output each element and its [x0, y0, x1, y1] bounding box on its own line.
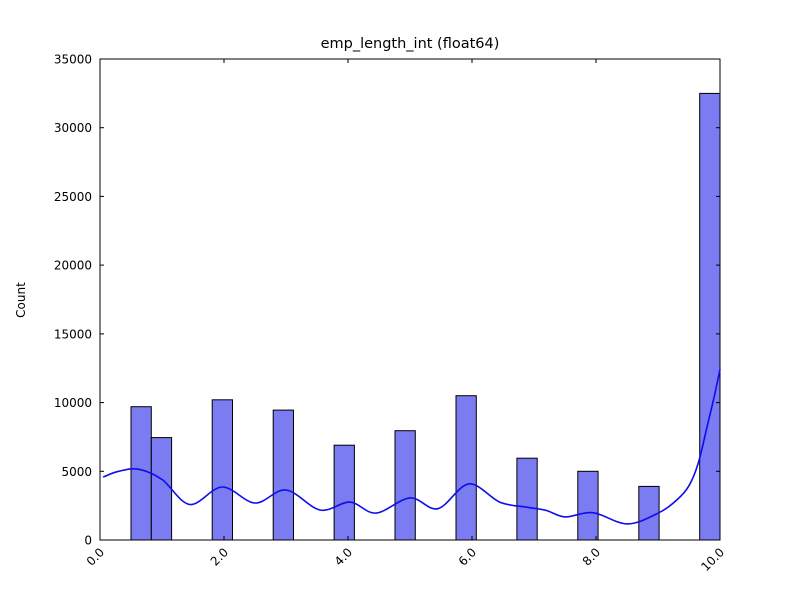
chart-title: emp_length_int (float64)	[321, 36, 500, 52]
plot-border	[99, 58, 721, 541]
histogram-bar	[272, 409, 295, 541]
kde-curve-layer	[102, 368, 721, 525]
x-tick-label: 2.0	[208, 545, 231, 568]
x-tick-label: 6.0	[456, 545, 479, 568]
histogram-bar	[638, 485, 660, 541]
histogram-bar	[455, 395, 477, 541]
x-tick-labels: 0.0 2.0 4.0 6.0 8.0 10.0	[84, 545, 727, 574]
y-tick-label: 20000	[54, 259, 92, 273]
histogram-bar	[516, 457, 538, 541]
y-tick-label: 0	[84, 534, 92, 548]
y-tick-label: 5000	[61, 465, 92, 479]
y-tick-label: 35000	[54, 53, 92, 67]
kde-curve	[102, 368, 721, 525]
histogram-bar	[211, 399, 233, 541]
histogram-bar	[150, 437, 173, 541]
x-tick-label: 4.0	[332, 545, 355, 568]
y-tick-labels: 0 5000 10000 15000 20000 25000 30000 35000	[54, 53, 92, 548]
y-axis-label: Count	[14, 282, 28, 318]
y-tick-label: 25000	[54, 190, 92, 204]
x-tick-label: 0.0	[84, 545, 107, 568]
histogram-bars-layer	[130, 92, 721, 541]
histogram-bar	[394, 430, 416, 541]
x-tick-label: 8.0	[580, 545, 603, 568]
y-tick-label: 10000	[54, 396, 92, 410]
histogram-bar	[333, 444, 355, 541]
histogram-bar	[130, 406, 152, 541]
histogram-bar	[577, 470, 599, 541]
y-tick-label: 15000	[54, 327, 92, 341]
axes-layer	[99, 58, 721, 541]
x-tick-label: 10.0	[698, 545, 727, 574]
y-tick-label: 30000	[54, 121, 92, 135]
histogram-bar	[699, 92, 721, 541]
